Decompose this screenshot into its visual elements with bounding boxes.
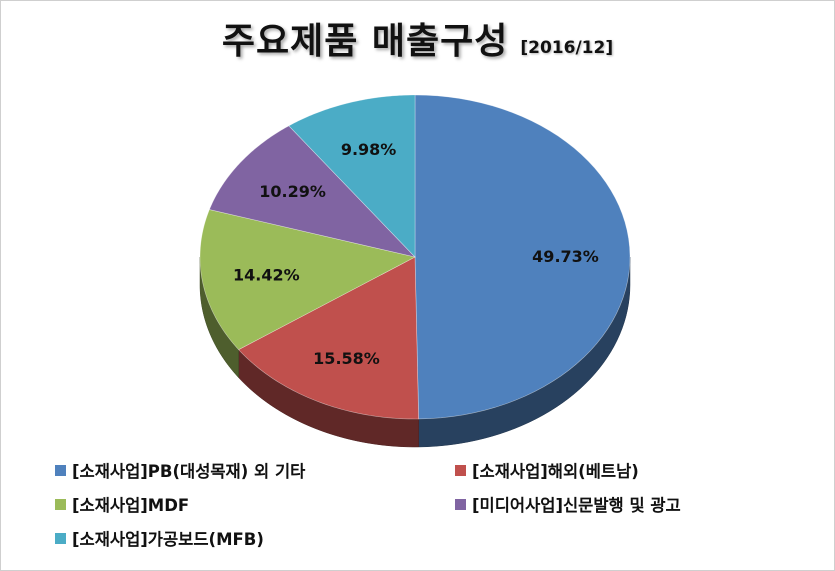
slice-data-label: 10.29% bbox=[259, 182, 326, 201]
pie-label-layer: 49.73% 15.58% 14.42% 10.29% 9.98% bbox=[233, 140, 599, 368]
legend-swatch bbox=[55, 464, 66, 476]
chart-title: 주요제품 매출구성 bbox=[221, 21, 509, 62]
legend-label: [소재사업]가공보드(MFB) bbox=[72, 530, 264, 549]
legend-label: [소재사업]해외(베트남) bbox=[472, 462, 639, 481]
slice-data-label: 9.98% bbox=[341, 140, 397, 159]
legend-label: [미디어사업]신문발행 및 광고 bbox=[472, 496, 681, 515]
pie-chart: 49.73% 15.58% 14.42% 10.29% 9.98% bbox=[199, 94, 631, 448]
pie-slice bbox=[238, 256, 419, 420]
legend-swatch bbox=[455, 498, 466, 510]
chart-subtitle: [2016/12] bbox=[520, 38, 614, 58]
legend-swatch bbox=[455, 464, 466, 476]
title-row: 주요제품 매출구성 [2016/12] bbox=[0, 12, 835, 72]
legend-swatch bbox=[55, 498, 66, 510]
legend-item: [미디어사업]신문발행 및 광고 bbox=[455, 492, 681, 516]
legend-label: [소재사업]MDF bbox=[72, 496, 190, 515]
pie-slice bbox=[209, 125, 416, 258]
slice-data-label: 15.58% bbox=[313, 349, 380, 368]
legend-swatch bbox=[55, 532, 66, 544]
pie-slice bbox=[199, 209, 416, 351]
legend-item: [소재사업]가공보드(MFB) bbox=[55, 526, 264, 550]
legend: [소재사업]PB(대성목재) 외 기타 [소재사업]해외(베트남) [소재사업]… bbox=[55, 458, 795, 558]
slice-data-label: 14.42% bbox=[233, 266, 300, 285]
pie-slice bbox=[414, 94, 631, 420]
pie-top-layer bbox=[199, 94, 631, 420]
legend-item: [소재사업]PB(대성목재) 외 기타 bbox=[55, 458, 305, 482]
pie-slice bbox=[288, 94, 416, 258]
legend-item: [소재사업]MDF bbox=[55, 492, 189, 516]
legend-item: [소재사업]해외(베트남) bbox=[455, 458, 639, 482]
legend-label: [소재사업]PB(대성목재) 외 기타 bbox=[72, 462, 306, 481]
slice-data-label: 49.73% bbox=[532, 247, 599, 266]
